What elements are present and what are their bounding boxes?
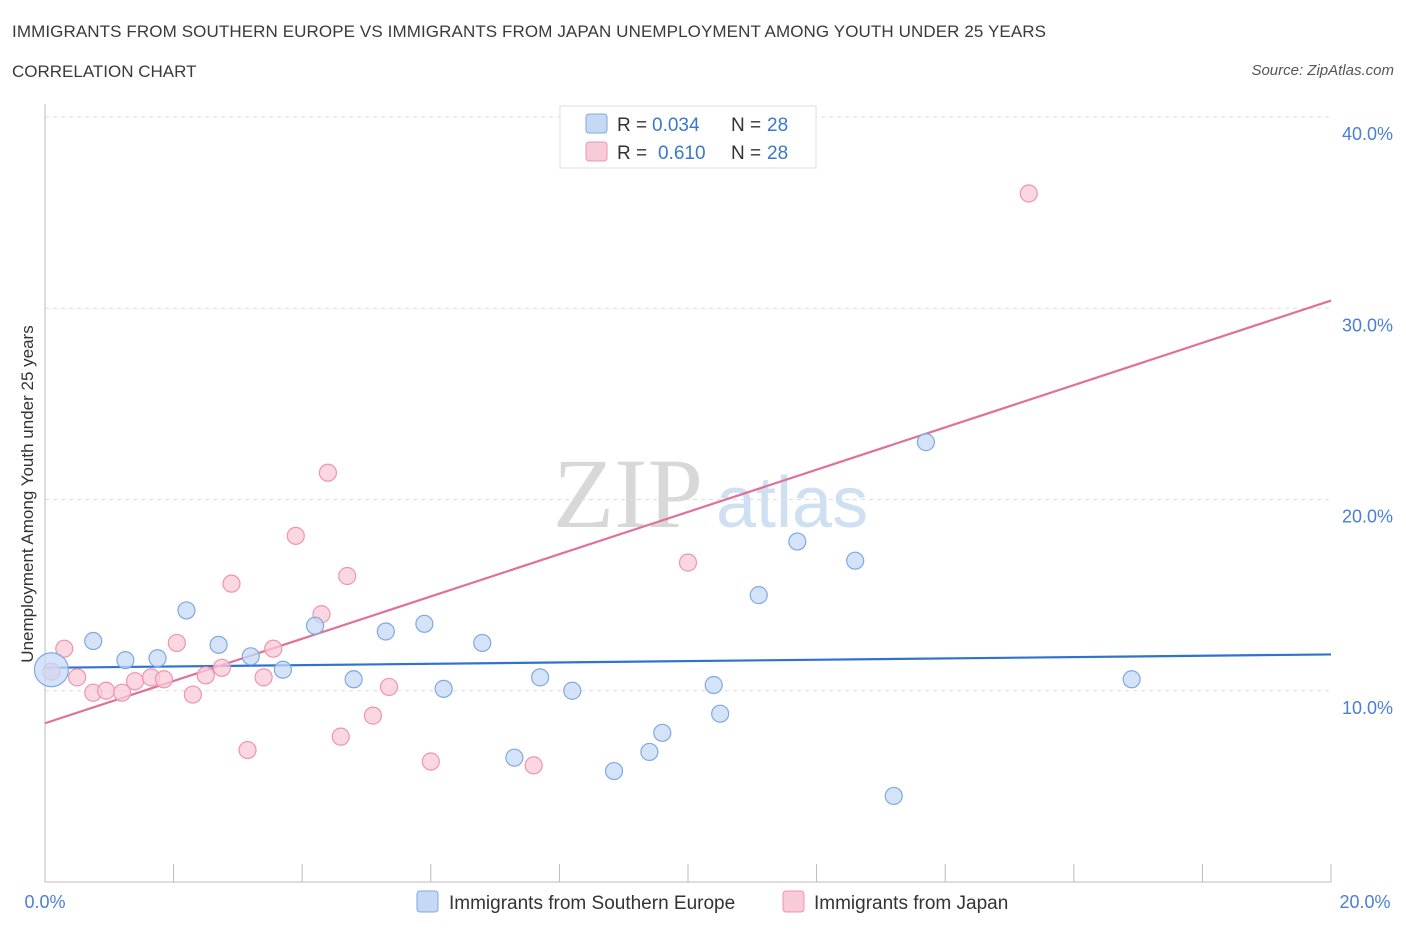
x-tick-label-min: 0.0% (24, 892, 65, 912)
point-japan-25 (524, 756, 543, 775)
legend-r-value-2: 0.610 (658, 143, 706, 164)
chart-subtitle: CORRELATION CHART (12, 62, 197, 81)
chart-title: IMMIGRANTS FROM SOUTHERN EUROPE VS IMMIG… (12, 22, 1047, 41)
point-japan-12 (212, 658, 231, 677)
y-tick-label-10: 10.0% (1342, 698, 1393, 718)
series-legend-label-pink: Immigrants from Japan (814, 893, 1008, 914)
point-southern-europe-3 (148, 649, 167, 668)
point-southern-europe-8 (305, 616, 325, 635)
point-southern-europe-5 (209, 635, 228, 654)
point-southern-europe-21 (711, 704, 730, 723)
point-southern-europe-26 (916, 433, 936, 452)
point-japan-4 (96, 681, 116, 700)
point-japan-24 (421, 752, 440, 771)
point-japan-8 (154, 670, 174, 689)
point-southern-europe-1 (84, 631, 103, 651)
source-label: Source: ZipAtlas.com (1251, 62, 1394, 79)
point-japan-10 (183, 685, 202, 704)
point-japan-19 (318, 463, 338, 482)
point-japan-16 (264, 639, 283, 658)
point-southern-europe-6 (241, 647, 260, 666)
point-japan-26 (678, 553, 698, 572)
point-southern-europe-2 (116, 651, 135, 670)
point-southern-europe-12 (434, 679, 453, 698)
point-southern-europe-14 (505, 748, 524, 767)
y-tick-labels: 10.0% 20.0% 30.0% 40.0% (1342, 124, 1393, 718)
point-southern-europe-0 (33, 652, 70, 688)
y-axis-title: Unemployment Among Youth under 25 years (18, 325, 37, 662)
y-tick-label-40: 40.0% (1342, 124, 1393, 144)
legend-n-label-1: N = (731, 115, 761, 136)
point-southern-europe-23 (788, 532, 807, 551)
legend-r-value-1: 0.034 (652, 115, 700, 136)
x-ticks (44, 864, 1332, 882)
point-southern-europe-22 (749, 586, 768, 605)
x-tick-label-max: 20.0% (1339, 892, 1390, 912)
point-southern-europe-27 (1122, 670, 1141, 689)
series-legend-swatch-blue (416, 890, 439, 913)
point-southern-europe-10 (376, 622, 395, 641)
point-japan-6 (125, 672, 145, 691)
legend-r-label-1: R = (617, 115, 647, 136)
point-japan-23 (379, 677, 399, 697)
series-legend: Immigrants from Southern Europe Immigran… (416, 890, 1008, 914)
point-japan-17 (286, 526, 305, 545)
trend-lines (44, 299, 1332, 725)
point-japan-11 (196, 666, 215, 685)
point-japan-27 (1019, 184, 1038, 203)
point-southern-europe-18 (640, 742, 659, 762)
series-legend-swatch-pink (782, 890, 805, 913)
trend-line-japan (44, 299, 1332, 725)
point-japan-2 (68, 668, 87, 687)
y-tick-label-20: 20.0% (1342, 507, 1393, 527)
point-japan-1 (55, 639, 74, 658)
point-southern-europe-7 (273, 660, 293, 679)
point-southern-europe-9 (344, 670, 363, 689)
point-southern-europe-17 (604, 761, 624, 781)
correlation-legend: R = 0.034 N = 28 R = 0.610 N = 28 (559, 105, 817, 169)
point-southern-europe-19 (653, 723, 672, 742)
point-southern-europe-24 (846, 551, 865, 570)
gridlines (45, 116, 1331, 692)
point-southern-europe-20 (704, 675, 723, 695)
legend-n-value-2: 28 (767, 143, 788, 164)
legend-swatch-blue (585, 113, 608, 134)
trend-line-southern-europe (44, 653, 1332, 669)
point-southern-europe-13 (473, 633, 492, 653)
legend-n-label-2: N = (731, 143, 761, 164)
point-japan-5 (113, 683, 132, 702)
series-legend-label-blue: Immigrants from Southern Europe (449, 893, 735, 914)
legend-n-value-1: 28 (767, 115, 788, 136)
point-japan-21 (338, 566, 357, 586)
point-japan-20 (331, 727, 350, 746)
data-points (33, 184, 1141, 806)
point-japan-14 (238, 740, 257, 760)
point-japan-22 (363, 706, 383, 725)
point-southern-europe-11 (415, 614, 434, 633)
point-japan-13 (222, 574, 241, 593)
point-southern-europe-16 (563, 681, 582, 700)
point-southern-europe-25 (884, 786, 903, 806)
point-japan-15 (254, 668, 273, 687)
point-southern-europe-15 (531, 668, 550, 687)
point-japan-9 (167, 633, 186, 653)
legend-swatch-pink (585, 141, 608, 162)
watermark-atlas: atlas (716, 463, 868, 543)
legend-r-label-2: R = (617, 143, 647, 164)
point-southern-europe-4 (177, 601, 196, 620)
y-tick-label-30: 30.0% (1342, 315, 1393, 335)
